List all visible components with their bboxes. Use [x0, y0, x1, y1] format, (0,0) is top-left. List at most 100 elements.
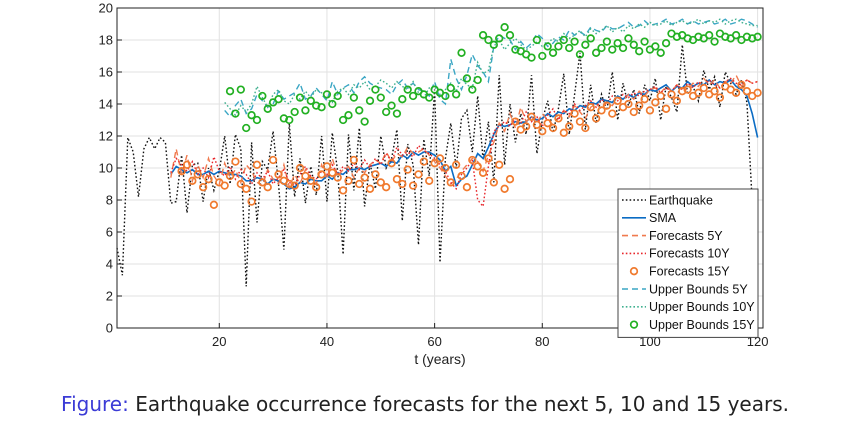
legend-item-upper-bounds-10y: Upper Bounds 10Y	[622, 300, 755, 314]
data-point	[473, 162, 482, 171]
data-point	[247, 197, 256, 206]
data-point	[295, 163, 305, 173]
data-point	[408, 181, 418, 190]
legend-label: Forecasts 5Y	[649, 229, 723, 243]
data-point	[322, 162, 332, 171]
legend-item-sma: SMA	[622, 211, 677, 225]
data-point	[753, 88, 762, 97]
data-point	[500, 184, 509, 193]
legend-item-forecasts-5y: Forecasts 5Y	[622, 229, 723, 243]
y-tick-label: 12	[99, 129, 113, 144]
data-point	[570, 37, 579, 46]
data-point	[236, 179, 245, 189]
data-point	[376, 93, 385, 102]
data-point	[446, 83, 455, 93]
data-point	[581, 123, 590, 133]
caption-text: Earthquake occurrence forecasts for the …	[135, 392, 789, 416]
data-point	[182, 160, 192, 169]
data-point	[645, 106, 655, 115]
data-point	[715, 93, 725, 102]
series-upper-bounds-15y	[225, 23, 762, 133]
data-point	[258, 91, 267, 101]
legend-label: SMA	[649, 211, 677, 225]
y-tick-label: 18	[99, 33, 113, 48]
data-point	[344, 176, 353, 185]
data-point	[349, 155, 359, 165]
data-point	[699, 83, 708, 93]
data-point	[457, 48, 466, 57]
data-point	[193, 170, 202, 179]
data-point	[559, 128, 568, 137]
data-point	[188, 176, 197, 185]
series-upper-bounds-5y	[224, 18, 758, 119]
data-point	[581, 40, 590, 49]
data-point	[371, 85, 380, 94]
legend-marker	[629, 320, 639, 329]
data-point	[565, 43, 574, 53]
series-line	[170, 77, 758, 209]
x-tick-label: 40	[320, 334, 334, 349]
data-point	[204, 175, 213, 184]
data-point	[328, 99, 337, 109]
data-point	[290, 181, 299, 190]
data-point	[602, 101, 612, 110]
legend-label: Forecasts 15Y	[649, 265, 730, 279]
series-line	[224, 18, 758, 117]
data-point	[435, 154, 445, 163]
data-point	[403, 165, 412, 174]
data-point	[495, 34, 504, 43]
data-point	[344, 111, 353, 120]
data-point	[398, 95, 407, 104]
data-point	[365, 96, 375, 105]
legend-label: Earthquake	[649, 193, 713, 207]
data-point	[527, 53, 536, 62]
data-point	[478, 31, 488, 40]
data-point	[532, 35, 542, 45]
data-point	[672, 96, 682, 105]
data-point	[252, 115, 262, 125]
data-point	[505, 175, 515, 184]
series-forecasts-5y	[170, 73, 758, 190]
data-point	[570, 109, 579, 118]
data-point	[640, 37, 649, 46]
data-point	[484, 35, 493, 45]
data-point	[209, 200, 219, 209]
data-point	[731, 88, 741, 97]
data-point	[586, 34, 595, 43]
data-point	[263, 183, 272, 192]
data-point	[457, 171, 466, 181]
data-point	[306, 176, 315, 185]
data-point	[403, 85, 412, 94]
legend-box	[617, 188, 759, 338]
data-point	[753, 32, 762, 41]
data-point	[667, 90, 676, 99]
data-point	[575, 50, 585, 59]
series-earthquake	[116, 44, 759, 287]
data-point	[521, 122, 531, 131]
data-point	[613, 39, 622, 48]
data-point	[301, 106, 310, 115]
legend-label: Upper Bounds 10Y	[649, 300, 755, 314]
data-point	[333, 91, 342, 101]
legend-label: Upper Bounds 5Y	[649, 282, 748, 296]
legend-marker	[629, 267, 639, 276]
data-point	[462, 74, 472, 83]
data-point	[651, 42, 660, 51]
y-tick-label: 6	[106, 225, 113, 240]
data-point	[651, 98, 660, 107]
data-point	[317, 170, 326, 179]
data-point	[495, 160, 504, 169]
data-point	[274, 95, 283, 104]
y-tick-label: 10	[99, 161, 113, 176]
data-point	[338, 186, 348, 195]
data-point	[597, 106, 606, 115]
data-point	[295, 93, 305, 102]
data-point	[177, 167, 186, 176]
legend-label: Upper Bounds 15Y	[649, 318, 755, 332]
data-point	[597, 43, 606, 53]
data-point	[236, 85, 245, 94]
data-point	[694, 88, 703, 97]
figure-caption: Figure: Earthquake occurrence forecasts …	[0, 392, 850, 416]
data-point	[710, 87, 719, 96]
data-point	[624, 34, 633, 43]
